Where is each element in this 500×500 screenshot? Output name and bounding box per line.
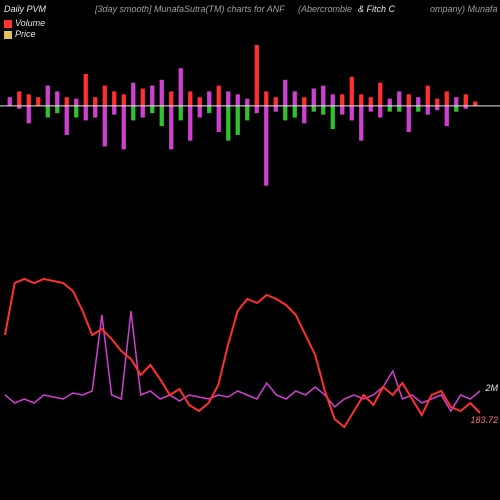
price-end-label: 183.72 — [470, 415, 498, 425]
legend-swatch — [4, 20, 12, 28]
legend-swatch — [4, 31, 12, 39]
pvm-bar-chart — [0, 45, 500, 190]
legend: VolumePrice — [4, 18, 45, 40]
legend-label: Volume — [15, 18, 45, 29]
price-line — [5, 279, 480, 427]
legend-label: Price — [15, 29, 36, 40]
price-volume-line-chart — [0, 255, 500, 455]
legend-item: Price — [4, 29, 45, 40]
header-text: [3day smooth] MunafaSutra(TM) charts for… — [95, 4, 285, 14]
volume-line — [5, 311, 480, 411]
volume-end-label: 2M — [485, 383, 498, 393]
legend-item: Volume — [4, 18, 45, 29]
header-text: (Abercrombie — [298, 4, 352, 14]
header-text: Daily PVM — [4, 4, 46, 14]
header-text: ompany) Munafa — [430, 4, 498, 14]
chart-header: Daily PVM [3day smooth] MunafaSutra(TM) c… — [0, 4, 500, 18]
header-text: & Fitch C — [358, 4, 395, 14]
chart-root: { "header": { "segments": [ {"text": "Da… — [0, 0, 500, 500]
